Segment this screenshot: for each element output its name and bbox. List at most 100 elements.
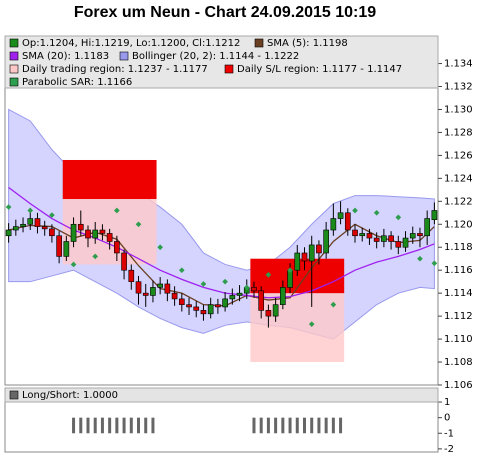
- sub-panel: 1 0 -1 -2 Long/Short: 1.0000: [4, 387, 454, 455]
- candle-body: [114, 241, 120, 254]
- sar-dot: [27, 207, 34, 214]
- candle-body: [431, 210, 438, 220]
- candle-body: [373, 237, 380, 242]
- candle-body: [381, 235, 387, 242]
- bar: [295, 417, 299, 434]
- legend-label: Op:1.1204, Hi:1.1219, Lo:1.1200, Cl:1.12…: [22, 38, 240, 49]
- sar-dot: [287, 267, 293, 274]
- y-tick-label: -1: [444, 428, 454, 439]
- legend-swatch: [119, 51, 129, 61]
- bar: [252, 417, 256, 434]
- sar-dot: [395, 214, 402, 221]
- candle-body: [20, 223, 26, 227]
- bar: [288, 417, 292, 434]
- sar-dot: [157, 244, 163, 251]
- candle-body: [359, 233, 366, 237]
- legend-swatch: [9, 390, 19, 400]
- bar: [93, 417, 97, 434]
- bar: [115, 417, 119, 434]
- bar: [144, 417, 148, 434]
- legend-swatch: [9, 38, 19, 48]
- bar: [281, 417, 285, 434]
- candle-body: [5, 229, 12, 237]
- legend-swatch: [224, 64, 234, 74]
- candle-body: [402, 237, 409, 248]
- candle-body: [330, 218, 337, 231]
- sar-dot: [222, 278, 228, 285]
- sar-dot: [265, 271, 272, 278]
- y-tick-label: 1.112: [444, 311, 473, 322]
- sar-dot: [417, 255, 423, 262]
- candle-body: [323, 229, 329, 254]
- candle-body: [251, 287, 257, 292]
- sar-dot: [330, 301, 337, 308]
- candle-body: [258, 290, 265, 311]
- sar-dot: [178, 267, 185, 274]
- legend-swatch: [254, 38, 264, 48]
- candle-body: [344, 212, 351, 231]
- candle-body: [417, 233, 423, 237]
- candle-body: [56, 235, 62, 257]
- candle-body: [135, 281, 142, 294]
- candle-body: [200, 310, 207, 315]
- candle-body: [49, 228, 55, 237]
- sar-dot: [114, 207, 120, 214]
- legend-label: Daily S/L region: 1.1177 - 1.1147: [237, 64, 402, 75]
- candle-body: [164, 283, 171, 294]
- bar: [100, 417, 104, 434]
- bar: [324, 417, 328, 434]
- legend-swatch: [9, 77, 19, 87]
- trading-region: [250, 293, 345, 363]
- candle-body: [424, 218, 431, 237]
- bar: [137, 417, 141, 434]
- bar: [151, 417, 155, 434]
- candle-body: [157, 283, 163, 288]
- main-panel: 1.106 1.108 1.110 1.112 1.114 1.116 1.118 1.120…: [4, 35, 473, 391]
- bar: [122, 417, 126, 434]
- y-tick-label: 1.124: [444, 173, 473, 184]
- candle-body: [395, 241, 402, 248]
- candle-body: [236, 292, 243, 296]
- bar: [72, 417, 76, 434]
- sar-dot: [135, 221, 142, 228]
- legend-label: Bollinger (20, 2): 1.1144 - 1.1222: [132, 51, 299, 62]
- sar-dot: [200, 281, 207, 287]
- y-tick-label: 1.120: [444, 219, 473, 230]
- candle-body: [178, 298, 185, 305]
- candle-body: [41, 226, 48, 230]
- y-tick-label: 1.128: [444, 127, 473, 138]
- sar-dot: [92, 253, 99, 260]
- candle-body: [63, 241, 70, 257]
- candle-body: [222, 298, 228, 308]
- bar: [339, 417, 343, 434]
- sar-dot: [243, 284, 250, 291]
- y-tick-label: 1.114: [444, 288, 473, 299]
- bar: [266, 417, 270, 434]
- legend-label: Parabolic SAR: 1.1166: [22, 77, 132, 88]
- candle-body: [207, 304, 214, 315]
- candle-body: [34, 218, 41, 227]
- candle-body: [308, 244, 315, 262]
- bar: [331, 417, 335, 434]
- candle-body: [186, 304, 192, 308]
- y-tick-label: 1.130: [444, 104, 473, 115]
- legend-box: [4, 35, 439, 89]
- bar: [302, 417, 306, 434]
- candle-body: [316, 244, 322, 254]
- candle-body: [171, 292, 178, 300]
- bar: [108, 417, 112, 434]
- candle-body: [12, 226, 19, 231]
- bar: [317, 417, 321, 434]
- y-tick-label: 0: [444, 413, 450, 424]
- candle-body: [193, 306, 200, 311]
- candle-body: [142, 292, 149, 296]
- candle-body: [27, 218, 34, 225]
- y-tick-label: -2: [444, 444, 454, 455]
- candle-body: [121, 252, 127, 271]
- y-tick-label: 1.106: [444, 380, 473, 391]
- legend-swatch: [9, 51, 19, 61]
- legend-label: SMA (5): 1.1198: [267, 38, 348, 49]
- candle-body: [301, 252, 308, 262]
- bar: [259, 417, 263, 434]
- sar-dot: [373, 209, 380, 216]
